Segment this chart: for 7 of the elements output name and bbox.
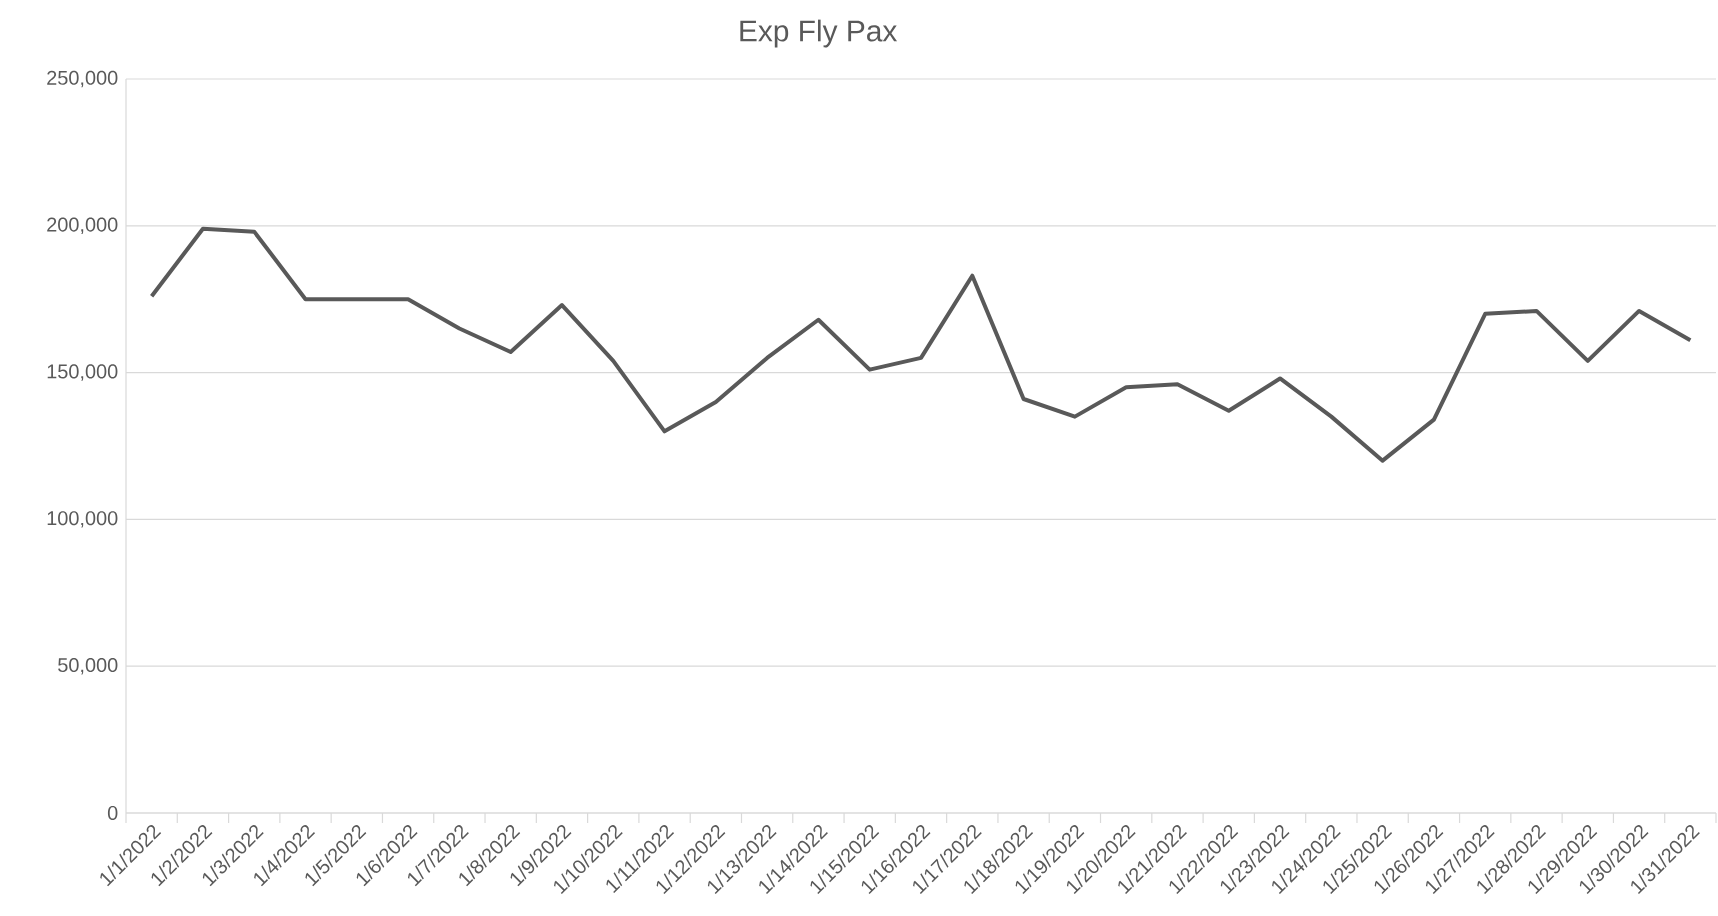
y-tick-label: 50,000 xyxy=(58,657,118,675)
y-tick-label: 250,000 xyxy=(47,70,118,88)
y-tick-label: 200,000 xyxy=(47,217,118,235)
y-tick-label: 100,000 xyxy=(47,511,118,528)
chart-title: Exp Fly Pax xyxy=(740,19,898,48)
y-tick-label: 150,000 xyxy=(47,364,118,381)
y-tick-label: 0 xyxy=(107,805,118,821)
